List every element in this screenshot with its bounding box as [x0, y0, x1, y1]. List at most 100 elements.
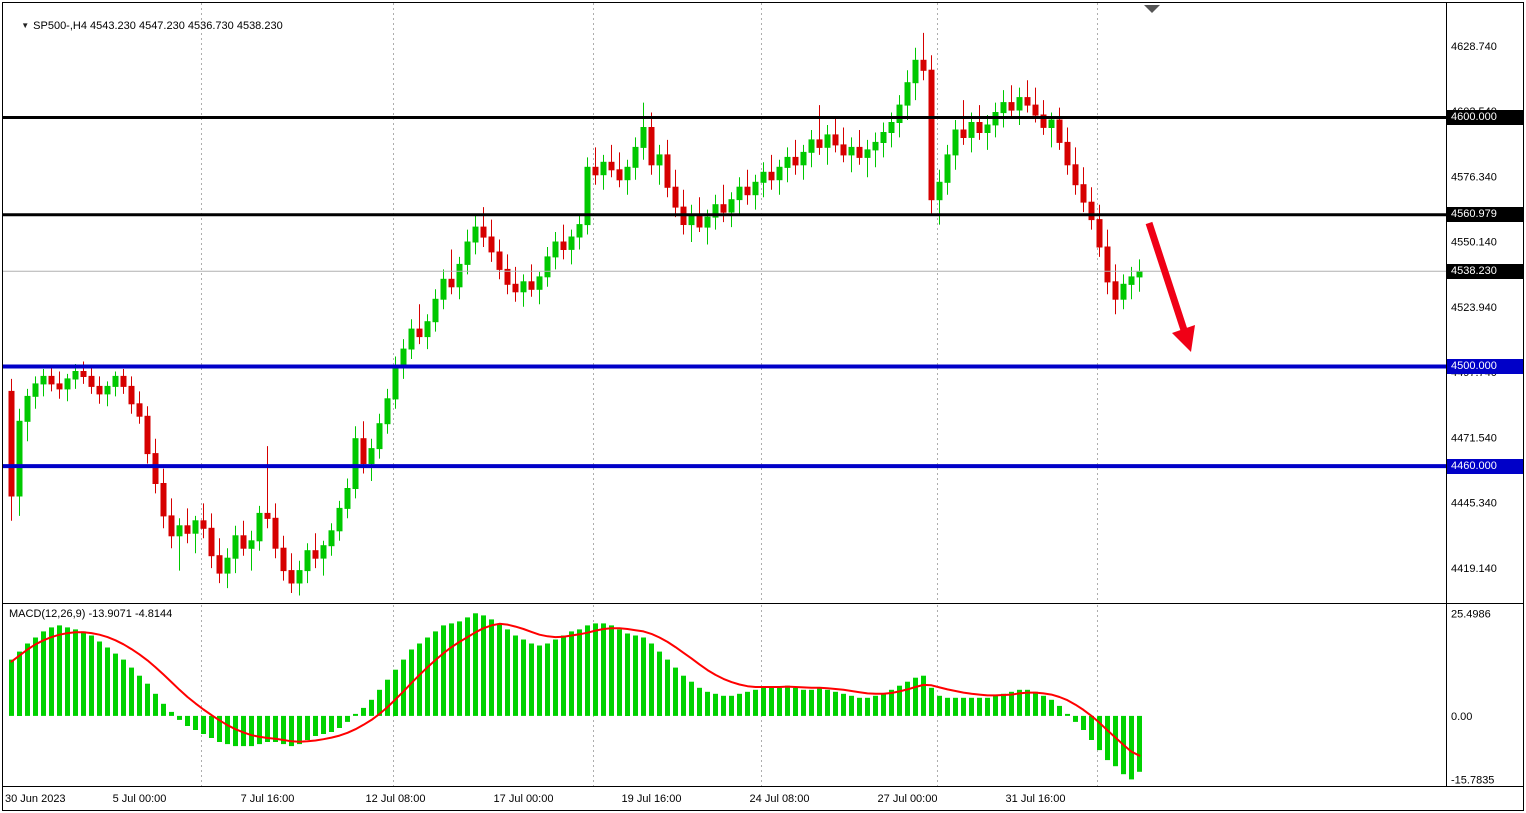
chart-shift-marker-icon[interactable]: [1144, 5, 1160, 13]
macd-histogram-bar: [857, 697, 862, 716]
candle-body: [512, 283, 519, 293]
macd-histogram-bar: [33, 637, 38, 716]
time-axis-label: 24 Jul 08:00: [750, 793, 810, 805]
macd-histogram-bar: [441, 625, 446, 716]
macd-histogram-bar: [633, 635, 638, 716]
candle-body: [184, 525, 191, 534]
candle-body: [168, 515, 175, 537]
candle-body: [256, 512, 263, 542]
macd-histogram-bar: [345, 715, 350, 722]
candle-body: [608, 161, 615, 171]
macd-histogram-bar: [9, 659, 14, 716]
trend-arrow-head-icon[interactable]: [1172, 325, 1195, 352]
macd-readout: MACD(12,26,9) -13.9071 -4.8144: [9, 608, 173, 620]
candle-body: [952, 129, 959, 156]
macd-histogram-bar: [833, 691, 838, 716]
candle-body: [816, 139, 823, 148]
time-axis-label: 5 Jul 00:00: [113, 793, 167, 805]
macd-histogram-bar: [473, 613, 478, 716]
candle-body: [320, 545, 327, 559]
macd-histogram-bar: [905, 681, 910, 716]
macd-histogram-bar: [945, 697, 950, 716]
candle-body: [880, 132, 887, 143]
candle-body: [464, 241, 471, 265]
macd-histogram-bar: [1041, 695, 1046, 716]
trend-arrow-shaft[interactable]: [1145, 221, 1188, 332]
candle-body: [576, 224, 583, 238]
macd-panel: [9, 613, 1142, 780]
macd-axis-label: 25.4986: [1451, 608, 1491, 620]
macd-histogram-bar: [1105, 715, 1110, 761]
candle-body: [832, 134, 839, 146]
macd-histogram-bar: [977, 697, 982, 716]
candle-body: [80, 371, 87, 377]
macd-histogram-bar: [497, 623, 502, 716]
candle-body: [344, 488, 351, 509]
candle-body: [824, 134, 831, 148]
candle-body: [1128, 276, 1135, 285]
candle-body: [1120, 283, 1127, 300]
candle-body: [920, 59, 927, 71]
candle-body: [784, 156, 791, 168]
macd-histogram-bar: [585, 625, 590, 716]
macd-histogram-bar: [537, 645, 542, 716]
macd-histogram-bar: [969, 697, 974, 716]
candle-body: [384, 398, 391, 425]
candle-body: [944, 154, 951, 183]
candle-body: [600, 161, 607, 176]
macd-histogram-bar: [449, 623, 454, 716]
candle-body: [352, 438, 359, 490]
macd-histogram-bar: [457, 621, 462, 716]
macd-histogram-bar: [201, 715, 206, 734]
macd-histogram-bar: [465, 617, 470, 716]
macd-histogram-bar: [1025, 689, 1030, 716]
macd-histogram-bar: [657, 651, 662, 716]
macd-histogram-bar: [65, 627, 70, 716]
macd-histogram-bar: [273, 715, 278, 742]
macd-histogram-bar: [433, 631, 438, 716]
candle-body: [936, 181, 943, 201]
macd-histogram-bar: [1057, 705, 1062, 716]
macd-histogram-bar: [73, 629, 78, 716]
candle-body: [1000, 102, 1007, 114]
candle-body: [448, 278, 455, 288]
candle-body: [104, 385, 111, 395]
macd-histogram-bar: [801, 689, 806, 716]
candle-body: [912, 59, 919, 84]
macd-histogram-bar: [225, 715, 230, 745]
macd-histogram-bar: [401, 659, 406, 716]
macd-histogram-bar: [1081, 715, 1086, 730]
macd-histogram-bar: [1129, 715, 1134, 780]
macd-histogram-bar: [777, 687, 782, 716]
macd-histogram-bar: [825, 689, 830, 716]
macd-histogram-bar: [41, 631, 46, 716]
macd-histogram-bar: [489, 619, 494, 716]
candle-body: [440, 278, 447, 300]
candle-body: [704, 216, 711, 228]
candle-body: [1056, 119, 1063, 143]
macd-histogram-bar: [153, 693, 158, 716]
macd-histogram-bar: [185, 715, 190, 726]
time-axis-label: 7 Jul 16:00: [241, 793, 295, 805]
candle-body: [24, 395, 31, 422]
macd-histogram-bar: [129, 667, 134, 716]
candle-body: [928, 69, 935, 201]
macd-histogram-bar: [617, 629, 622, 716]
time-axis: 30 Jun 2023 5 Jul 00:00 7 Jul 16:00 12 Jul …: [5, 793, 1065, 805]
macd-histogram-bar: [481, 615, 486, 716]
candle-body: [848, 146, 855, 156]
macd-histogram-bar: [1089, 715, 1094, 740]
candle-body: [864, 149, 871, 158]
macd-histogram-bar: [289, 715, 294, 747]
macd-axis-label: -15.7835: [1451, 774, 1494, 786]
macd-histogram-bar: [193, 715, 198, 730]
candle-body: [552, 241, 559, 258]
macd-histogram-bar: [881, 693, 886, 716]
candle-body: [1040, 114, 1047, 128]
macd-histogram-bar: [697, 687, 702, 716]
candle-body: [472, 226, 479, 243]
candle-body: [544, 256, 551, 278]
